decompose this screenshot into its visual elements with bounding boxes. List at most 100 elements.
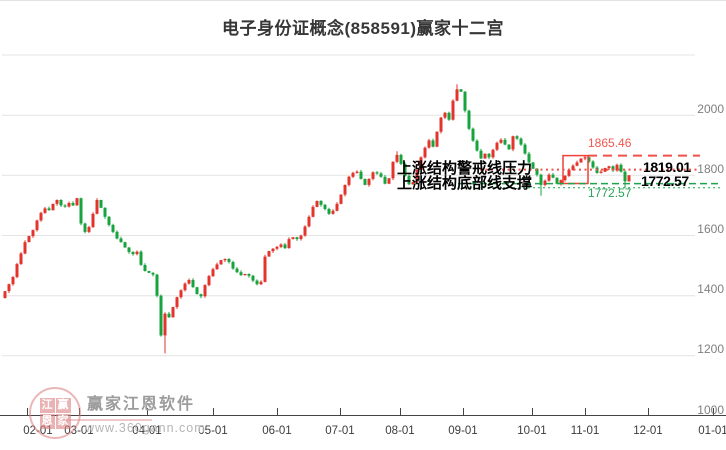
candle bbox=[519, 138, 523, 145]
pressure-line-label: 上涨结构警戒线压力 bbox=[396, 160, 532, 177]
candle bbox=[447, 112, 451, 120]
candle bbox=[267, 251, 271, 257]
candle bbox=[603, 168, 607, 172]
candle bbox=[55, 200, 59, 204]
seal-char: 赢 bbox=[55, 397, 71, 413]
candle bbox=[423, 147, 427, 158]
candle bbox=[615, 164, 619, 171]
candle bbox=[339, 194, 343, 204]
candle bbox=[175, 297, 179, 308]
candle bbox=[203, 285, 207, 297]
y-axis-label: 1600 bbox=[697, 222, 724, 236]
y-axis-label: 1400 bbox=[697, 282, 724, 296]
seal-grid: 江 赢 恩 家 bbox=[39, 397, 71, 429]
candle bbox=[7, 284, 11, 292]
candle bbox=[83, 223, 87, 232]
candle bbox=[383, 176, 387, 184]
candle bbox=[467, 110, 471, 129]
candlestick-series bbox=[3, 84, 631, 354]
candle bbox=[463, 91, 467, 111]
candle bbox=[215, 264, 219, 270]
candle bbox=[443, 112, 447, 118]
candle bbox=[291, 237, 295, 240]
watermark-seal-logo: 江 赢 恩 家 bbox=[29, 387, 81, 439]
candle bbox=[419, 157, 423, 170]
chart-title: 电子身份证概念(858591)赢家十二宫 bbox=[221, 19, 505, 38]
candle bbox=[499, 139, 503, 143]
seal-char: 家 bbox=[55, 413, 71, 429]
candle bbox=[539, 174, 543, 185]
candle bbox=[39, 212, 43, 221]
pressure-value: 1819.01 bbox=[643, 159, 691, 175]
candle bbox=[479, 150, 483, 159]
candle bbox=[259, 281, 263, 285]
candle bbox=[299, 235, 303, 240]
seal-char: 江 bbox=[39, 397, 55, 413]
candle bbox=[287, 239, 291, 249]
candle bbox=[43, 208, 47, 213]
candle bbox=[199, 294, 203, 297]
watermark-brand-text: 赢家江恩软件 bbox=[87, 396, 196, 413]
candle bbox=[247, 274, 251, 276]
x-axis-label: 06-01 bbox=[262, 425, 292, 437]
watermark-url-text: www.360gann.com bbox=[85, 421, 206, 435]
candle bbox=[427, 140, 431, 148]
candle bbox=[607, 166, 611, 169]
candle bbox=[535, 168, 539, 175]
candle bbox=[135, 251, 139, 255]
candle bbox=[567, 169, 571, 176]
candle bbox=[119, 238, 123, 243]
candle bbox=[599, 171, 603, 173]
candle bbox=[91, 213, 95, 227]
candle bbox=[563, 175, 567, 181]
candle bbox=[151, 272, 155, 275]
candle bbox=[335, 203, 339, 211]
candle bbox=[59, 200, 63, 206]
candle bbox=[547, 174, 551, 181]
candle bbox=[147, 271, 151, 273]
candle bbox=[27, 236, 31, 243]
support-line-label: 上涨结构底部线支撑 bbox=[396, 175, 532, 192]
candle bbox=[571, 165, 575, 170]
candle bbox=[23, 242, 27, 254]
candle bbox=[511, 136, 515, 150]
candle bbox=[611, 166, 615, 171]
candle bbox=[623, 171, 627, 182]
candle bbox=[531, 162, 535, 169]
candle bbox=[415, 169, 419, 182]
candle bbox=[183, 283, 187, 291]
candle bbox=[239, 272, 243, 276]
candle bbox=[359, 171, 363, 179]
candle bbox=[11, 277, 15, 285]
x-axis-label: 07-01 bbox=[325, 425, 355, 437]
candle bbox=[211, 269, 215, 277]
candle bbox=[507, 144, 511, 150]
candle bbox=[115, 231, 119, 239]
candle bbox=[187, 280, 191, 284]
candle bbox=[455, 89, 459, 101]
candle bbox=[263, 256, 267, 282]
candle bbox=[527, 153, 531, 163]
candle bbox=[111, 225, 115, 232]
candle bbox=[619, 164, 623, 172]
candle bbox=[487, 153, 491, 158]
candle bbox=[275, 246, 279, 249]
candle bbox=[171, 307, 175, 318]
candle bbox=[431, 140, 435, 147]
candle bbox=[387, 178, 391, 184]
candle bbox=[251, 275, 255, 281]
candle bbox=[347, 176, 351, 185]
candle bbox=[231, 262, 235, 269]
candle bbox=[491, 149, 495, 158]
candle bbox=[167, 313, 171, 318]
candle bbox=[235, 268, 239, 273]
candle bbox=[103, 207, 107, 217]
candle bbox=[143, 265, 147, 271]
candle bbox=[87, 227, 91, 232]
candle bbox=[411, 182, 415, 185]
x-axis-label: 11-01 bbox=[570, 425, 600, 437]
candle bbox=[515, 136, 519, 139]
candle bbox=[271, 248, 275, 252]
x-axis-label: 04-01 bbox=[132, 425, 162, 437]
